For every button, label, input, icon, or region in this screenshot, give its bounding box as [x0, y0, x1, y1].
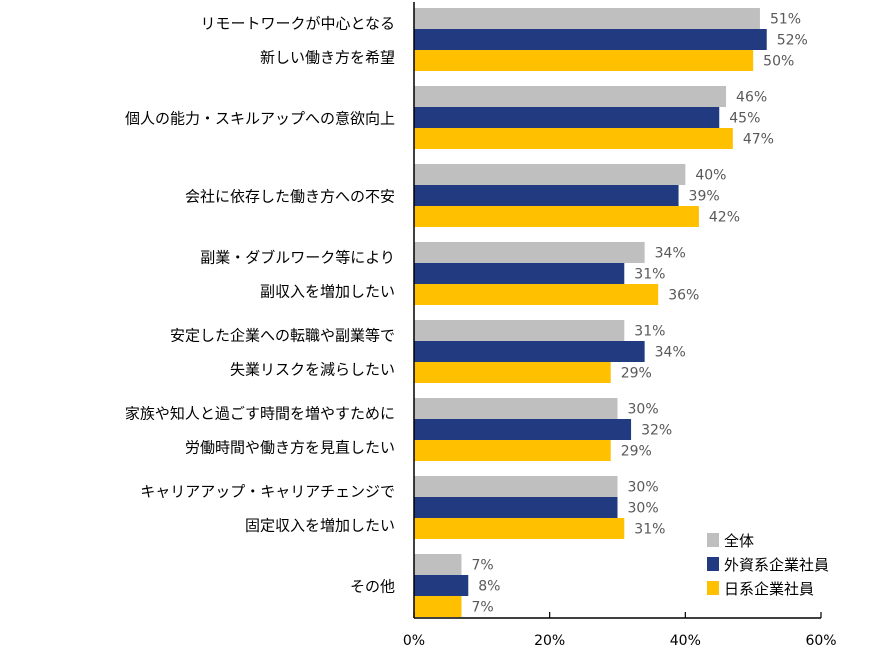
bar: [414, 341, 645, 362]
data-label: 30%: [628, 480, 659, 496]
legend-label: 日系企業社員: [724, 580, 814, 598]
bar: [414, 440, 611, 461]
bar: [414, 398, 618, 419]
x-tick-label: 40%: [670, 633, 701, 649]
x-tick-label: 20%: [534, 633, 565, 649]
bar: [414, 128, 733, 149]
category-label: 副収入を増加したい: [260, 283, 395, 301]
data-label: 34%: [655, 345, 686, 361]
data-label: 30%: [628, 402, 659, 418]
bar: [414, 263, 625, 284]
category-label: 会社に依存した働き方への不安: [185, 188, 395, 206]
data-label: 31%: [634, 267, 665, 283]
data-label: 50%: [763, 54, 794, 70]
x-tick-label: 60%: [805, 633, 836, 649]
data-label: 36%: [668, 288, 699, 304]
data-label: 34%: [655, 246, 686, 262]
bar: [414, 320, 625, 341]
data-label: 52%: [777, 33, 808, 49]
data-label: 29%: [621, 366, 652, 382]
data-label: 46%: [736, 90, 767, 106]
data-label: 8%: [478, 579, 500, 595]
category-label: リモートワークが中心となる: [200, 15, 395, 33]
category-label: 個人の能力・スキルアップへの意欲向上: [125, 110, 395, 128]
data-label: 31%: [634, 522, 665, 538]
data-label: 51%: [770, 12, 801, 28]
bar: [414, 206, 699, 227]
bar: [414, 596, 462, 617]
bar: [414, 554, 462, 575]
bar: [414, 86, 727, 107]
data-label: 7%: [471, 600, 493, 616]
data-label: 47%: [743, 132, 774, 148]
bar: [414, 284, 659, 305]
category-label: 失業リスクを減らしたい: [230, 361, 395, 379]
category-label: 固定収入を増加したい: [245, 517, 395, 535]
bar: [414, 8, 760, 29]
legend-swatch: [707, 581, 719, 595]
bar: [414, 50, 754, 71]
category-label: 家族や知人と過ごす時間を増やすために: [125, 405, 395, 423]
x-tick-label: 0%: [403, 633, 425, 649]
data-label: 32%: [641, 423, 672, 439]
data-label: 31%: [634, 324, 665, 340]
data-label: 29%: [621, 444, 652, 460]
bar: [414, 362, 611, 383]
data-label: 39%: [689, 189, 720, 205]
category-label: キャリアアップ・キャリアチェンジで: [140, 483, 395, 501]
data-label: 7%: [471, 558, 493, 574]
category-label: 副業・ダブルワーク等により: [200, 249, 395, 267]
category-label: 新しい働き方を希望: [260, 49, 395, 67]
bar: [414, 164, 686, 185]
data-label: 30%: [628, 501, 659, 517]
bar: [414, 185, 679, 206]
category-label: 労働時間や働き方を見直したい: [185, 439, 395, 457]
category-label: 安定した企業への転職や副業等で: [170, 327, 395, 345]
category-label: その他: [350, 578, 395, 596]
bar: [414, 419, 632, 440]
bar: [414, 497, 618, 518]
legend-label: 外資系企業社員: [724, 556, 829, 574]
bar: [414, 29, 767, 50]
data-label: 45%: [729, 111, 760, 127]
bar: [414, 518, 625, 539]
legend-swatch: [707, 557, 719, 571]
bar: [414, 476, 618, 497]
bar: [414, 242, 645, 263]
bar: [414, 575, 469, 596]
bar: [414, 107, 720, 128]
data-label: 42%: [709, 210, 740, 226]
legend-swatch: [707, 533, 719, 547]
data-label: 40%: [695, 168, 726, 184]
legend-label: 全体: [724, 532, 754, 550]
